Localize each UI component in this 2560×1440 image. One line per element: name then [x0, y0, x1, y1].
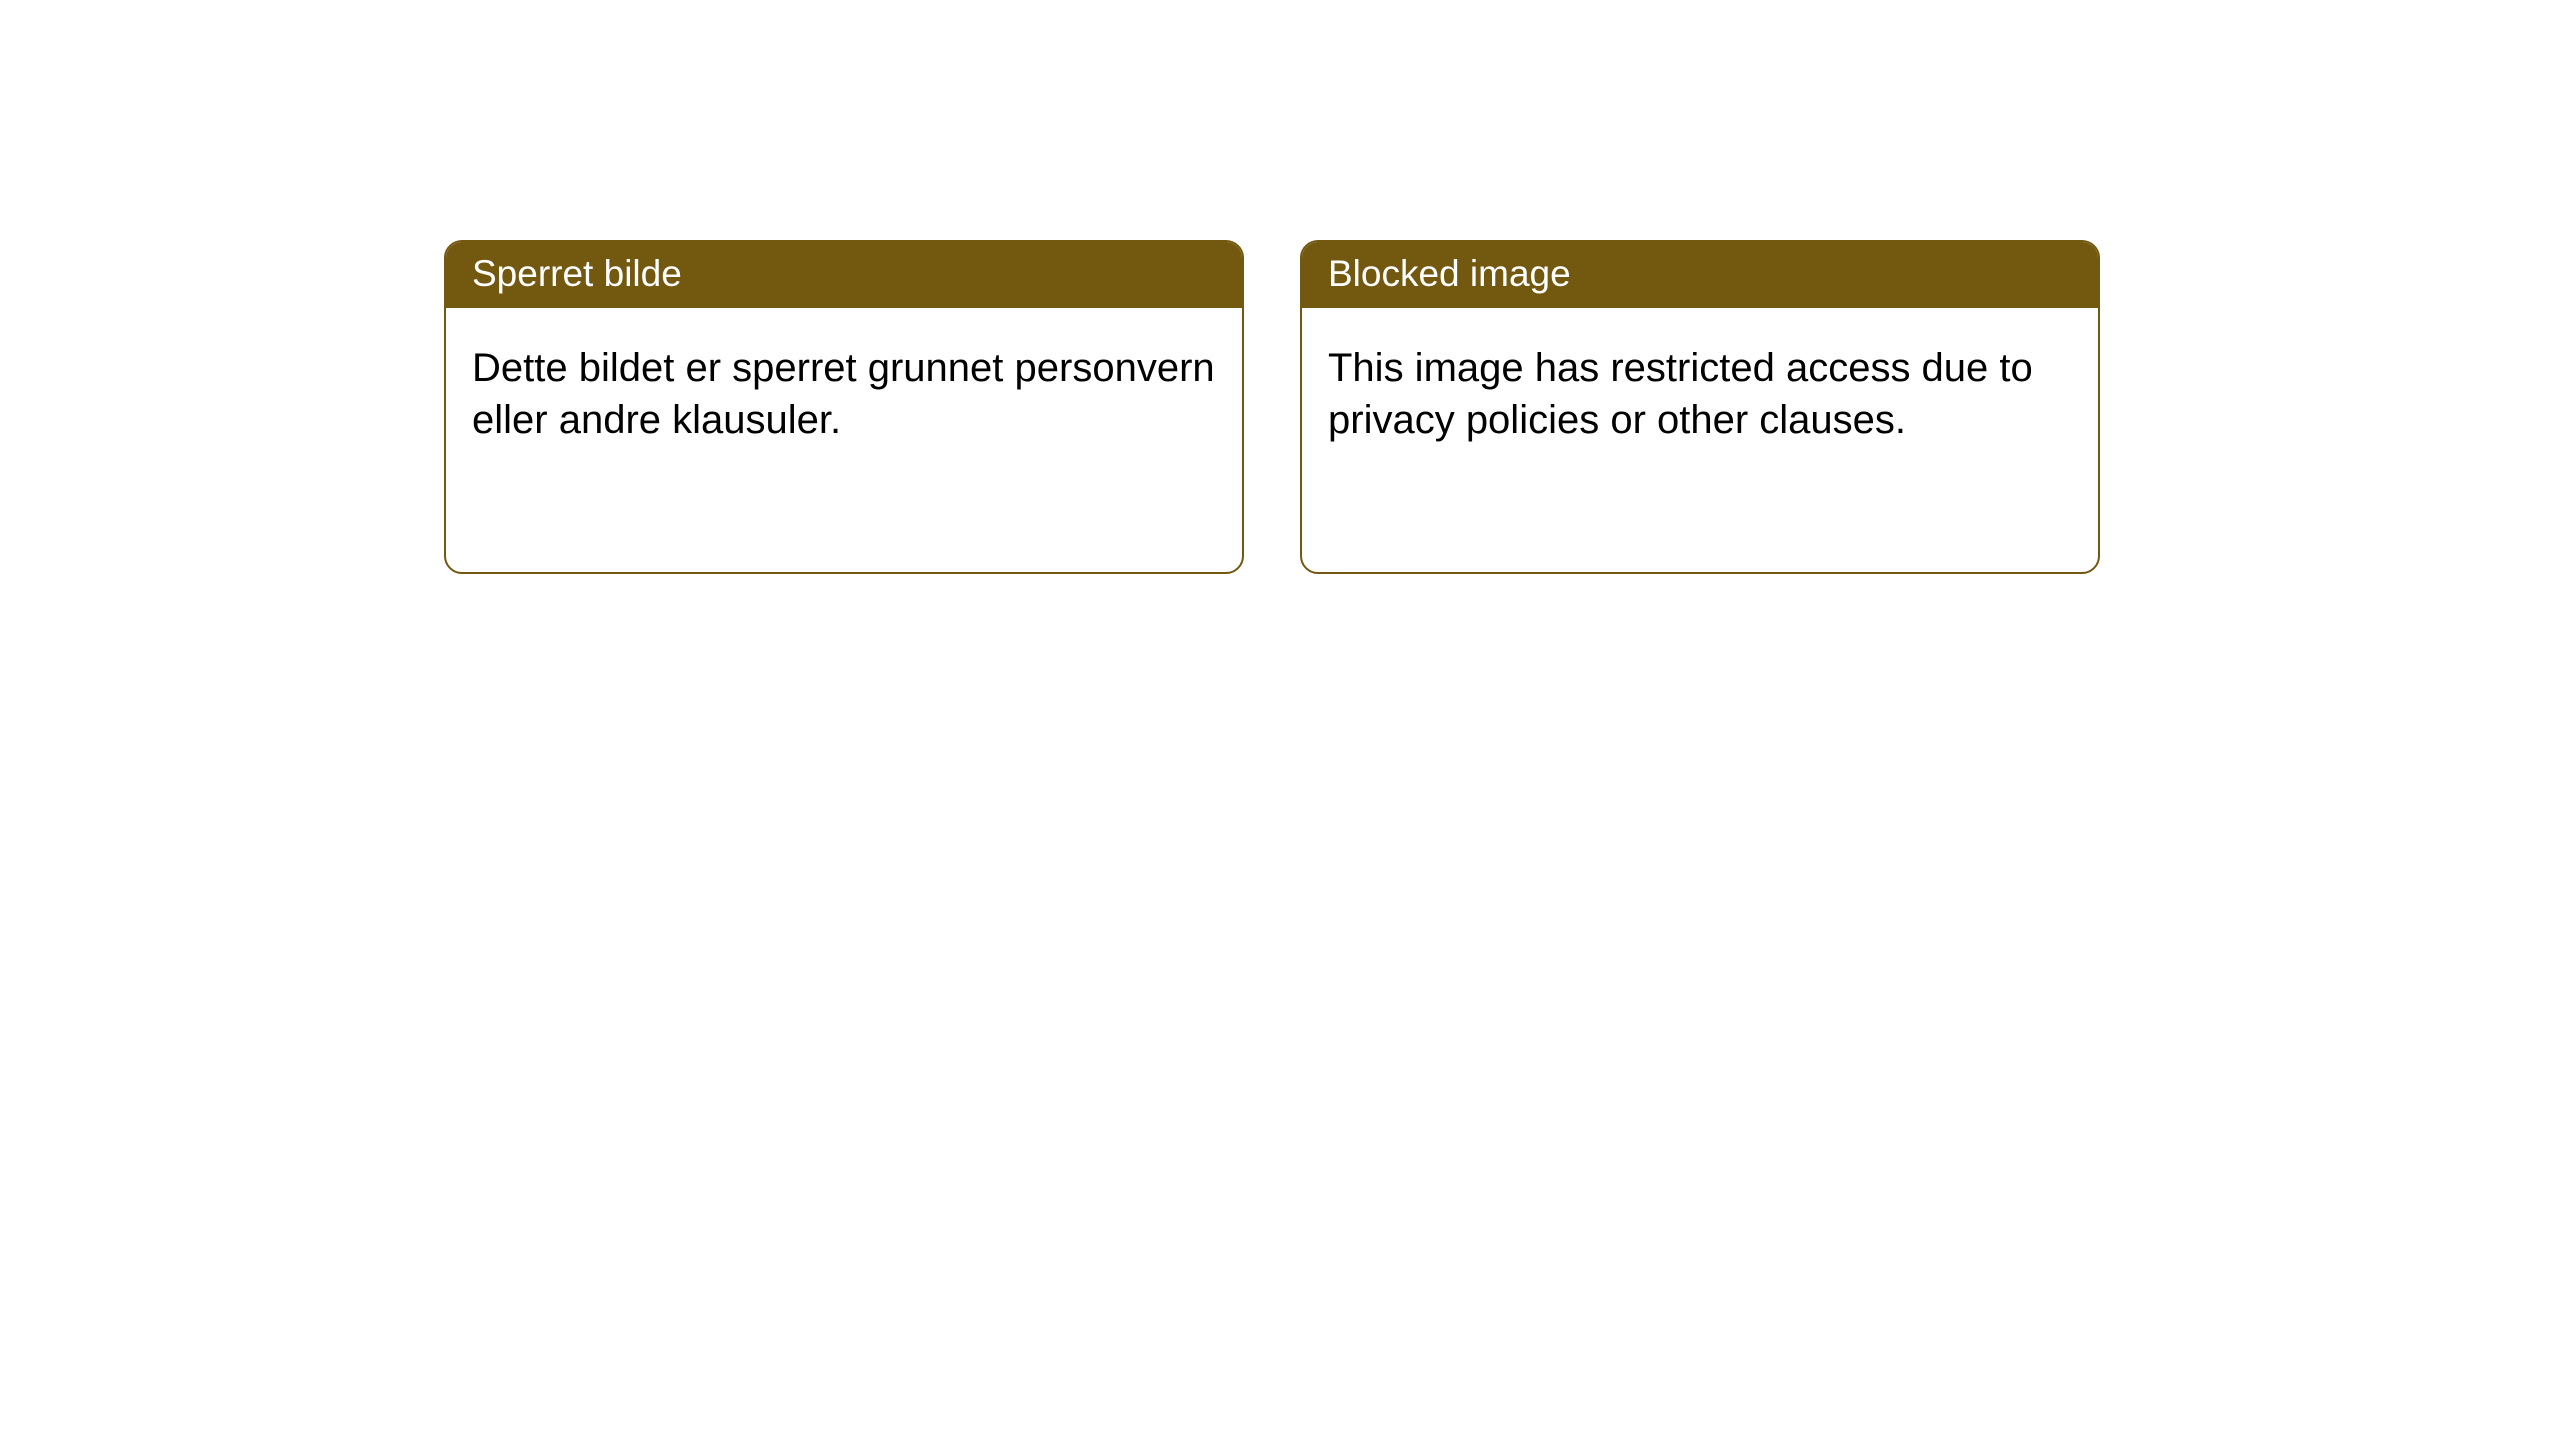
blocked-image-card-english: Blocked image This image has restricted … — [1300, 240, 2100, 574]
blocked-image-card-norwegian: Sperret bilde Dette bildet er sperret gr… — [444, 240, 1244, 574]
card-header-title: Blocked image — [1302, 242, 2098, 308]
blocked-image-notice-container: Sperret bilde Dette bildet er sperret gr… — [444, 240, 2560, 574]
card-header-title: Sperret bilde — [446, 242, 1242, 308]
card-body-text: This image has restricted access due to … — [1302, 308, 2098, 472]
card-body-text: Dette bildet er sperret grunnet personve… — [446, 308, 1242, 472]
